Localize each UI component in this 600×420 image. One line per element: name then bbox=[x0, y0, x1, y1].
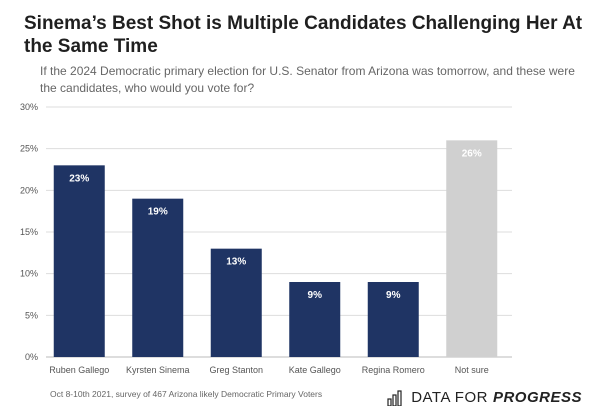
bar bbox=[53, 165, 105, 357]
gridlines bbox=[46, 106, 512, 358]
y-tick-label: 20% bbox=[20, 185, 38, 195]
bar-value-label: 26% bbox=[462, 148, 482, 159]
x-category-label: Regina Romero bbox=[362, 365, 425, 375]
x-category-label: Kyrsten Sinema bbox=[126, 365, 190, 375]
y-tick-label: 0% bbox=[25, 352, 38, 362]
x-axis-category-labels: Ruben Gallego Kyrsten Sinema Greg Stanton K… bbox=[49, 365, 489, 375]
bar-value-label: 9% bbox=[308, 290, 323, 301]
bars bbox=[53, 140, 498, 357]
y-tick-label: 10% bbox=[20, 269, 38, 279]
source-footnote: Oct 8-10th 2021, survey of 467 Arizona l… bbox=[50, 389, 323, 399]
y-tick-label: 5% bbox=[25, 310, 38, 320]
bar-chart-icon bbox=[387, 389, 402, 406]
y-tick-label: 30% bbox=[20, 102, 38, 112]
y-tick-label: 15% bbox=[20, 227, 38, 237]
bar bbox=[367, 282, 419, 357]
data-labels: 23% 19% 13% 9% 9% 26% bbox=[69, 148, 482, 301]
y-axis-tick-labels: 0% 5% 10% 15% 20% 25% 30% bbox=[20, 102, 38, 362]
x-category-label: Greg Stanton bbox=[209, 365, 263, 375]
bar bbox=[446, 140, 498, 357]
bar-value-label: 23% bbox=[69, 173, 89, 184]
bar-value-label: 19% bbox=[148, 207, 168, 218]
x-category-label: Ruben Gallego bbox=[49, 365, 109, 375]
chart-subtitle: If the 2024 Democratic primary election … bbox=[40, 64, 575, 95]
x-category-label: Kate Gallego bbox=[289, 365, 341, 375]
brand-name-part2: PROGRESS bbox=[492, 389, 582, 406]
chart-title: Sinema’s Best Shot is Multiple Candidate… bbox=[24, 13, 583, 57]
bar bbox=[289, 282, 341, 357]
bar-value-label: 9% bbox=[386, 290, 401, 301]
bar bbox=[210, 248, 262, 357]
bar bbox=[132, 198, 184, 357]
brand-name-part1: DATA FOR bbox=[411, 389, 488, 406]
x-category-label: Not sure bbox=[455, 365, 489, 375]
bar-value-label: 13% bbox=[226, 257, 246, 268]
brand-logo: DATA FOR PROGRESS bbox=[387, 389, 582, 406]
y-tick-label: 25% bbox=[20, 144, 38, 154]
